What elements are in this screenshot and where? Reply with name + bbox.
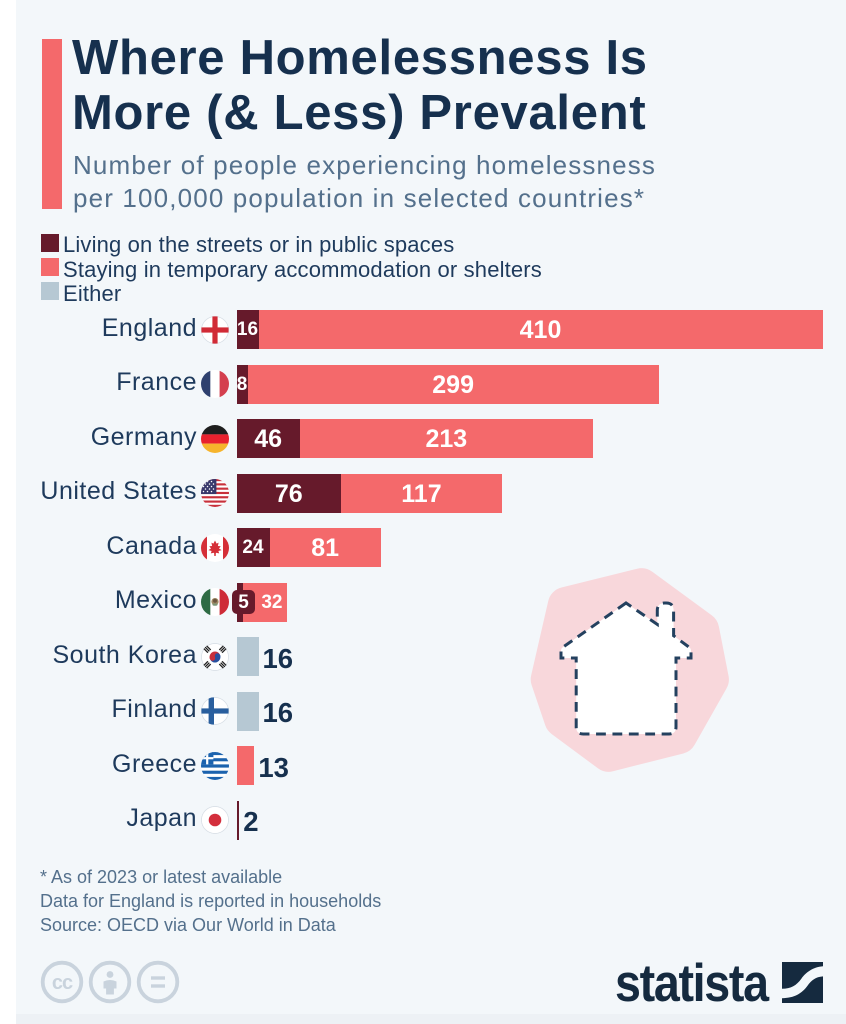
svg-text:cc: cc — [52, 972, 73, 994]
